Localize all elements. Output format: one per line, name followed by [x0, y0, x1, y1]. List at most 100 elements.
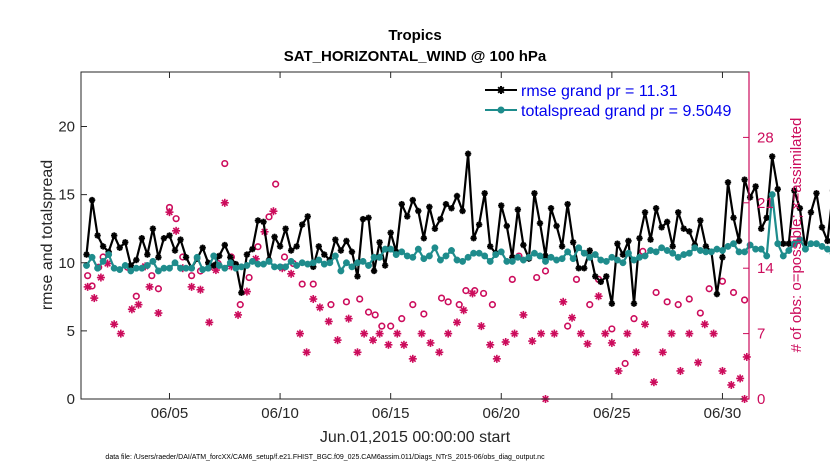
series-rmse-point	[448, 205, 455, 212]
obs-assimilated-point	[510, 329, 519, 338]
y-right-tick-label: 7	[757, 326, 765, 343]
series-rmse-point	[575, 265, 582, 272]
y-right-tick-label: 0	[757, 391, 765, 408]
obs-possible-point	[364, 308, 373, 316]
obs-possible-point	[608, 325, 616, 333]
series-totalspread-point	[348, 263, 356, 271]
series-totalspread-point	[265, 257, 273, 265]
series-totalspread-point	[569, 255, 577, 263]
obs-assimilated-point	[353, 348, 362, 357]
series-rmse-point	[713, 290, 721, 298]
obs-assimilated-point	[426, 338, 435, 347]
series-rmse-point	[686, 228, 693, 235]
obs-assimilated-point	[623, 329, 632, 338]
series-totalspread-point	[530, 249, 538, 257]
series-rmse-point	[276, 243, 284, 250]
series-totalspread-point	[287, 257, 295, 265]
series-totalspread-point	[785, 247, 793, 254]
series-totalspread-point	[508, 257, 516, 265]
series-rmse-point	[116, 244, 123, 251]
series-rmse-point	[818, 224, 826, 231]
series-totalspread-point	[801, 245, 809, 253]
footnote: data file: /Users/raeder/DAI/ATM_forcXX/…	[105, 454, 545, 461]
series-rmse-point	[470, 235, 477, 242]
series-totalspread-point	[790, 240, 798, 248]
obs-assimilated-point	[576, 329, 585, 338]
x-tick-label: 06/20	[482, 405, 520, 422]
series-totalspread-point	[674, 253, 682, 261]
legend-rmse-marker	[497, 86, 505, 94]
series-rmse-point	[625, 237, 632, 245]
obs-assimilated-point	[116, 329, 125, 338]
series-totalspread-point	[519, 256, 527, 264]
obs-assimilated-point	[399, 340, 408, 349]
series-totalspread-point	[326, 259, 334, 267]
series-rmse-point	[481, 190, 488, 197]
obs-possible-point	[132, 292, 140, 300]
obs-assimilated-point	[492, 354, 501, 363]
series-rmse-point	[503, 222, 510, 230]
series-totalspread-point	[127, 267, 135, 275]
series-totalspread-point	[779, 252, 787, 260]
series-totalspread-point	[768, 191, 776, 199]
series-rmse-point	[149, 225, 157, 232]
series-totalspread-point	[248, 257, 256, 265]
obs-assimilated-point	[537, 329, 546, 338]
series-totalspread-point	[342, 259, 350, 267]
series-totalspread-point	[514, 253, 522, 261]
series-rmse-point	[569, 239, 577, 246]
obs-assimilated-point	[96, 273, 105, 282]
series-totalspread-point	[337, 267, 345, 275]
obs-assimilated-point	[344, 314, 353, 323]
y-tick-label: 10	[58, 255, 75, 272]
obs-possible-point	[630, 315, 638, 323]
y-right-tick-label: 21	[757, 195, 774, 212]
legend-totalspread-marker	[497, 106, 505, 114]
obs-assimilated-point	[685, 329, 694, 338]
obs-assimilated-point	[172, 226, 181, 235]
series-totalspread-point	[663, 247, 671, 254]
obs-assimilated-point	[90, 294, 99, 303]
obs-possible-point	[740, 296, 749, 304]
series-totalspread-point	[88, 253, 96, 261]
series-rmse-point	[592, 273, 599, 280]
series-totalspread-point	[215, 262, 223, 269]
series-rmse-line	[85, 152, 830, 305]
series-rmse-point	[376, 239, 383, 246]
obs-possible-point	[705, 285, 713, 293]
obs-possible-point	[187, 272, 196, 280]
series-totalspread-point	[331, 252, 339, 260]
legend: rmse grand pr = 11.31 totalspread grand …	[485, 83, 731, 120]
obs-assimilated-point	[477, 322, 486, 331]
obs-possible-point	[254, 243, 262, 251]
series-rmse-point	[520, 241, 527, 249]
series-rmse-point	[221, 241, 228, 249]
obs-assimilated-point	[614, 366, 623, 375]
series-rmse-point	[514, 206, 522, 213]
series-rmse-point	[409, 196, 416, 204]
series-totalspread-point	[436, 256, 444, 264]
series-rmse-point	[614, 240, 621, 247]
series-rmse-point	[630, 300, 638, 307]
obs-assimilated-point	[205, 318, 214, 327]
series-totalspread-point	[116, 266, 124, 274]
series-rmse-point	[608, 300, 616, 307]
series-totalspread-point	[724, 242, 732, 250]
obs-assimilated-point	[459, 306, 468, 315]
series-totalspread-point	[580, 249, 588, 257]
y-axis-right-label: # of obs: o=possible; ×=assimilated	[788, 118, 805, 353]
legend-rmse: rmse grand pr = 11.31	[521, 83, 678, 100]
series-totalspread-point	[204, 264, 212, 272]
series-rmse-point	[487, 243, 494, 250]
series-totalspread-point	[282, 263, 290, 271]
chart-title: Tropics	[388, 27, 441, 44]
series-rmse-point	[547, 205, 555, 212]
obs-possible-point	[409, 301, 417, 309]
series-totalspread-point	[542, 257, 549, 265]
obs-assimilated-point	[287, 269, 296, 278]
series-totalspread-point	[475, 249, 483, 257]
obs-assimilated-point	[736, 374, 745, 383]
obs-possible-point	[387, 322, 395, 330]
series-rmse-point	[182, 254, 190, 261]
y-tick-label: 5	[67, 323, 75, 340]
